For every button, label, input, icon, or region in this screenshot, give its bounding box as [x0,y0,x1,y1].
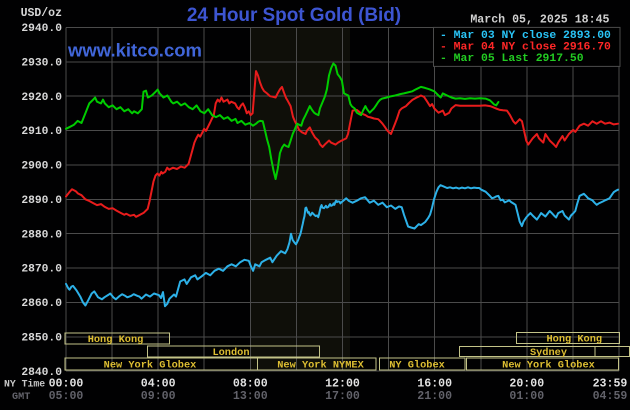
svg-text:Hong Kong: Hong Kong [546,334,602,346]
svg-text:01:00: 01:00 [509,390,544,403]
svg-text:- Mar 03 NY close 2893.00: - Mar 03 NY close 2893.00 [440,30,611,42]
svg-text:NY Time: NY Time [4,379,45,390]
svg-text:www.kitco.com: www.kitco.com [67,39,202,60]
svg-text:00:00: 00:00 [49,378,84,391]
svg-text:17:00: 17:00 [325,390,360,403]
svg-text:2850.0: 2850.0 [21,332,62,344]
svg-text:New York NYMEX: New York NYMEX [277,360,364,372]
svg-text:05:00: 05:00 [49,390,84,403]
svg-text:2930.0: 2930.0 [21,57,62,69]
svg-text:London: London [212,347,249,359]
svg-text:16:00: 16:00 [417,378,452,391]
svg-text:Hong Kong: Hong Kong [88,334,144,346]
svg-text:08:00: 08:00 [233,378,268,391]
svg-text:2880.0: 2880.0 [21,229,62,241]
svg-text:GMT: GMT [12,392,30,403]
svg-text:NY Globex: NY Globex [389,360,445,372]
svg-text:2840.0: 2840.0 [21,367,62,379]
svg-text:04:00: 04:00 [141,378,176,391]
svg-text:2860.0: 2860.0 [21,298,62,310]
svg-text:March 05, 2025 18:45: March 05, 2025 18:45 [470,14,609,27]
svg-text:24 Hour Spot Gold (Bid): 24 Hour Spot Gold (Bid) [187,5,401,26]
svg-text:09:00: 09:00 [141,390,176,403]
svg-text:2870.0: 2870.0 [21,264,62,276]
svg-text:04:59: 04:59 [593,390,628,403]
svg-text:20:00: 20:00 [509,378,544,391]
svg-text:2890.0: 2890.0 [21,195,62,207]
svg-text:USD/oz: USD/oz [21,7,63,20]
svg-text:23:59: 23:59 [593,378,628,391]
svg-text:2940.0: 2940.0 [21,23,62,35]
svg-text:New York Globex: New York Globex [502,360,595,372]
svg-text:New York Globex: New York Globex [104,360,197,372]
svg-text:- Mar 04 NY close 2916.70: - Mar 04 NY close 2916.70 [440,42,611,54]
svg-text:2910.0: 2910.0 [21,126,62,138]
svg-text:21:00: 21:00 [417,390,452,403]
svg-text:13:00: 13:00 [233,390,268,403]
svg-text:- Mar 05 Last 2917.50: - Mar 05 Last 2917.50 [440,53,584,65]
svg-text:Sydney: Sydney [530,347,567,359]
svg-text:12:00: 12:00 [325,378,360,391]
svg-text:2920.0: 2920.0 [21,92,62,104]
svg-text:2900.0: 2900.0 [21,161,62,173]
